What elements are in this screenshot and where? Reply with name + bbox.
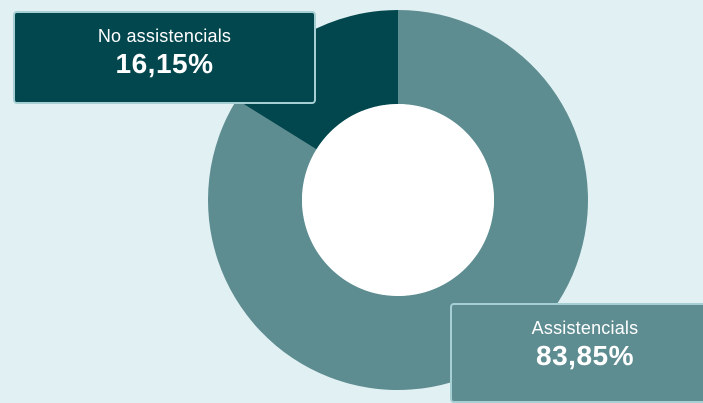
slice-assistencials — [207, 10, 588, 390]
slice-no-assistencials — [236, 10, 398, 150]
slice-value-no-assistencials: 16,15% — [115, 48, 214, 79]
callout-no-assistencials: No assistencials 16,15% — [13, 11, 316, 104]
slice-label-no-assistencials: No assistencials — [97, 26, 232, 46]
callout-assistencials: Assistencials 83,85% — [450, 303, 703, 403]
donut-hole — [302, 104, 494, 296]
slice-label-assistencials: Assistencials — [531, 318, 639, 338]
donut-chart: No assistencials 16,15% Assistencials 83… — [13, 10, 703, 403]
slice-value-assistencials: 83,85% — [536, 340, 634, 371]
donut-chart-svg — [207, 10, 588, 390]
